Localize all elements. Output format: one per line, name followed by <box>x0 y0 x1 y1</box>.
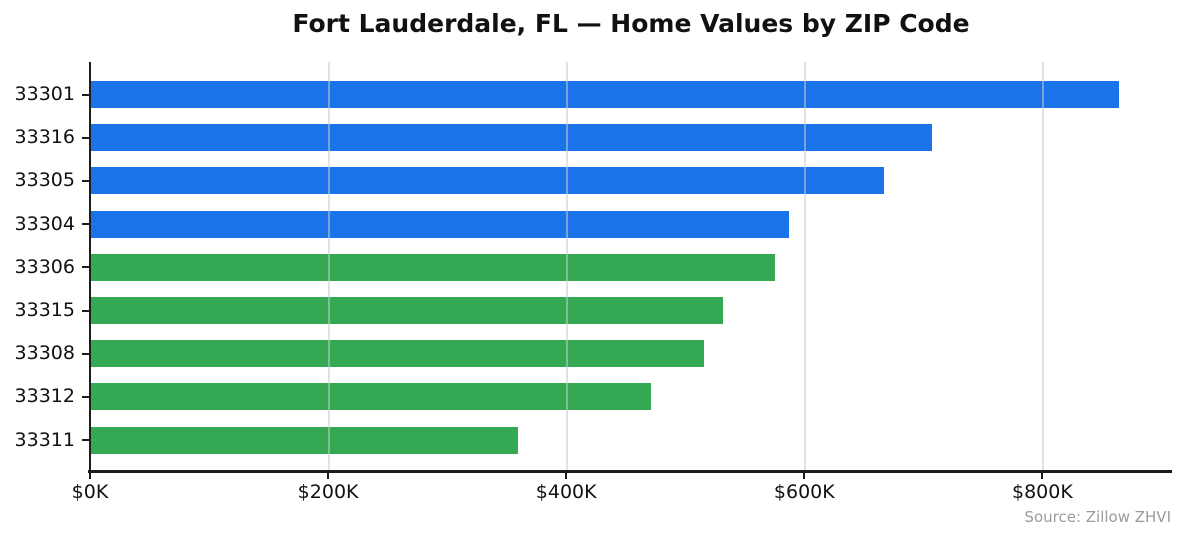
bar-33311 <box>91 426 518 454</box>
gridline <box>327 62 330 470</box>
y-tick-mark <box>82 93 90 96</box>
bar-33301 <box>91 81 1119 108</box>
bar-33304 <box>91 210 790 238</box>
bar-33306 <box>91 253 775 281</box>
bar-33316 <box>91 124 932 152</box>
bar-33312 <box>91 383 652 411</box>
y-tick-label-33301: 33301 <box>14 83 75 105</box>
gridline <box>565 62 568 470</box>
x-tick-label: $0K <box>71 481 109 503</box>
x-tick-mark <box>565 472 568 479</box>
y-tick-label-33312: 33312 <box>14 385 75 408</box>
bar-33315 <box>91 297 723 324</box>
y-tick-mark <box>82 266 90 269</box>
y-axis-spine <box>89 62 91 472</box>
y-tick-mark <box>82 395 90 398</box>
x-axis-spine <box>88 470 1172 473</box>
y-tick-mark <box>82 179 90 182</box>
y-tick-mark <box>82 352 90 355</box>
y-tick-label-33306: 33306 <box>14 255 75 278</box>
chart-title: Fort Lauderdale, FL — Home Values by ZIP… <box>292 9 970 38</box>
x-tick-label: $400K <box>535 481 597 503</box>
y-tick-mark <box>82 223 90 226</box>
source-note: Source: Zillow ZHVI <box>1024 508 1171 526</box>
y-tick-label-33308: 33308 <box>14 342 75 365</box>
x-tick-mark <box>89 472 91 479</box>
x-tick-label: $600K <box>773 481 835 503</box>
x-tick-mark <box>327 472 330 479</box>
y-tick-mark <box>82 309 90 312</box>
x-tick-mark <box>803 472 806 479</box>
y-tick-label-33316: 33316 <box>14 126 75 149</box>
gridline <box>803 62 806 470</box>
y-tick-label-33304: 33304 <box>14 212 75 235</box>
x-tick-label: $800K <box>1012 481 1073 503</box>
y-tick-label-33311: 33311 <box>14 428 75 451</box>
y-tick-mark <box>82 136 90 139</box>
plot-area <box>91 62 1171 470</box>
x-tick-mark <box>1041 472 1044 479</box>
x-tick-label: $200K <box>297 481 359 503</box>
y-tick-label-33315: 33315 <box>14 299 75 321</box>
gridline <box>1041 62 1044 470</box>
bar-33305 <box>91 167 885 195</box>
y-tick-mark <box>82 439 90 442</box>
y-tick-label-33305: 33305 <box>14 169 75 192</box>
bar-33308 <box>91 340 704 368</box>
